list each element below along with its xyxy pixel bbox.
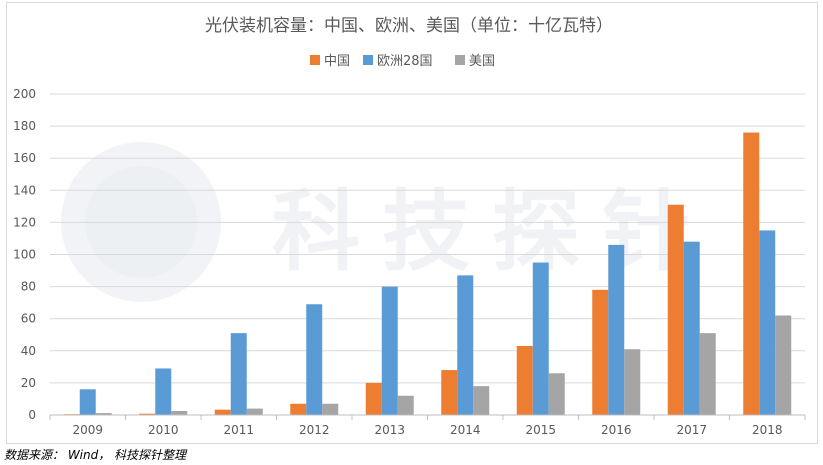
bar-美国-2016 (624, 349, 641, 415)
bar-欧洲28国-2016 (608, 244, 625, 415)
y-tick-label: 60 (21, 312, 36, 326)
watermark-text: 科技探针 (272, 180, 712, 283)
x-axis: 2009 2010 2011 2012 2013 2014 2015 2016 2017 2018 (49, 414, 806, 437)
y-tick-label: 80 (21, 280, 36, 294)
bar-欧洲28国-2013 (381, 286, 398, 415)
bar-中国-2010 (139, 413, 156, 415)
bar-欧洲28国-2018 (759, 230, 776, 415)
y-tick-label: 20 (21, 376, 36, 390)
chart-title: 光伏装机容量：中国、欧洲、美国（单位：十亿瓦特） (205, 16, 613, 36)
x-tick-label: 2017 (676, 423, 707, 437)
bar-中国-2016 (592, 289, 609, 415)
bar-美国-2012 (322, 403, 339, 415)
bar-中国-2011 (214, 409, 231, 415)
bar-欧洲28国-2017 (683, 241, 700, 415)
y-tick-label: 100 (13, 248, 36, 262)
bar-美国-2018 (775, 315, 792, 415)
bar-美国-2011 (246, 408, 263, 415)
y-tick-label: 160 (13, 151, 36, 165)
bar-美国-2014 (473, 386, 490, 415)
bar-美国-2013 (397, 395, 414, 415)
bar-中国-2018 (743, 132, 760, 415)
bar-欧洲28国-2015 (532, 262, 549, 415)
x-tick-label: 2009 (72, 423, 103, 437)
x-tick-label: 2014 (450, 423, 481, 437)
x-tick-label: 2018 (752, 423, 783, 437)
bar-欧洲28国-2014 (457, 275, 474, 415)
legend-label-中国: 中国 (324, 54, 350, 69)
y-tick-label: 40 (21, 344, 36, 358)
x-tick-label: 2010 (148, 423, 179, 437)
legend-label-美国: 美国 (469, 54, 495, 69)
bar-中国-2014 (441, 370, 458, 415)
chart-legend: 中国 欧洲28国 美国 (310, 54, 495, 69)
y-axis: 0 20 40 60 80 100 120 140 160 180 200 (13, 87, 36, 422)
bar-中国-2017 (667, 204, 684, 415)
x-tick-label: 2011 (223, 423, 254, 437)
y-tick-label: 0 (28, 408, 36, 422)
bars (63, 132, 792, 415)
bar-中国-2013 (365, 382, 382, 415)
y-tick-label: 120 (13, 215, 36, 229)
x-tick-label: 2013 (374, 423, 405, 437)
legend-label-欧洲28国: 欧洲28国 (377, 54, 433, 69)
legend-swatch-中国 (310, 55, 320, 65)
x-tick-label: 2015 (525, 423, 556, 437)
x-tick-label: 2016 (601, 423, 632, 437)
y-tick-label: 180 (13, 119, 36, 133)
bar-欧洲28国-2010 (155, 368, 172, 415)
y-tick-label: 140 (13, 183, 36, 197)
bar-美国-2010 (171, 410, 188, 415)
bar-欧洲28国-2009 (79, 389, 96, 415)
bar-美国-2009 (95, 413, 112, 415)
legend-swatch-美国 (455, 55, 465, 65)
bar-欧洲28国-2012 (306, 304, 323, 415)
bar-美国-2017 (699, 333, 716, 415)
bar-美国-2015 (548, 373, 565, 415)
source-note: 数据来源： Wind， 科技探针整理 (4, 448, 187, 462)
x-tick-label: 2012 (299, 423, 330, 437)
bar-中国-2015 (516, 345, 533, 415)
bar-欧洲28国-2011 (230, 333, 247, 415)
bar-中国-2012 (290, 403, 307, 415)
y-tick-label: 200 (13, 87, 36, 101)
legend-swatch-欧洲28国 (363, 55, 373, 65)
